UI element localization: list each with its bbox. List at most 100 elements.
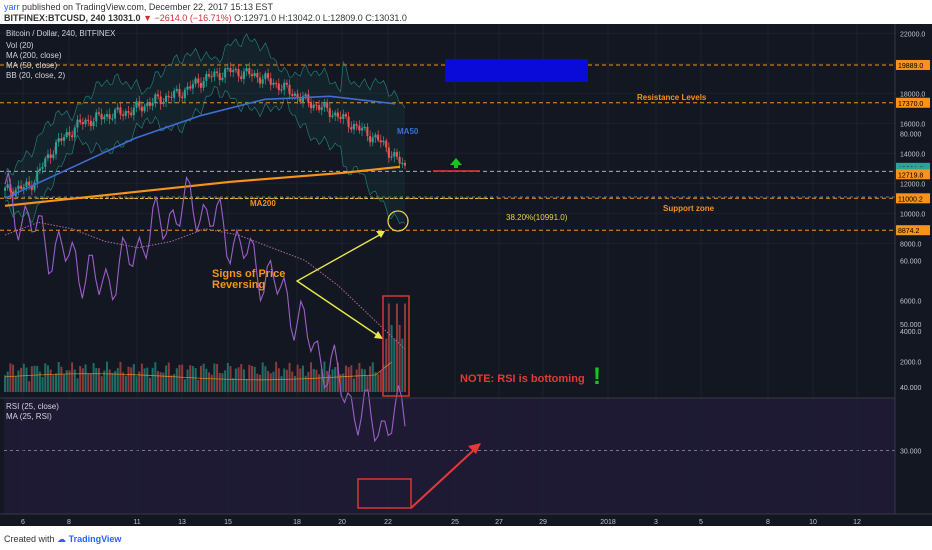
indicator-ma200: MA (200, close): [6, 51, 62, 60]
candle-body: [202, 80, 205, 88]
time-tick-label: 25: [451, 519, 459, 526]
volume-bar: [323, 361, 326, 392]
candle-body: [68, 131, 71, 136]
ma200-label: MA200: [250, 199, 276, 208]
volume-bar: [12, 364, 15, 392]
candle-body: [374, 134, 377, 138]
candle-body: [256, 72, 259, 78]
candle-body: [162, 102, 165, 105]
candle-body: [366, 126, 369, 136]
time-tick-label: 12: [853, 519, 861, 526]
volume-bar: [210, 374, 213, 392]
volume-bar: [49, 369, 52, 392]
candle-body: [76, 119, 79, 128]
volume-bar: [404, 303, 406, 392]
volume-bar: [14, 376, 17, 392]
volume-bar: [363, 369, 366, 392]
volume-bar: [312, 368, 315, 392]
volume-bar: [366, 376, 369, 392]
volume-bar: [326, 371, 329, 392]
candle-body: [355, 124, 358, 126]
candle-body: [401, 162, 404, 164]
volume-bar: [146, 367, 149, 392]
candle-body: [323, 102, 326, 108]
candle-body: [221, 77, 224, 81]
footer: Created with ☁ TradingView: [4, 534, 121, 545]
volume-bar: [318, 374, 321, 392]
candle-body: [154, 94, 157, 103]
open-value: O:12971.0: [234, 13, 277, 23]
ma200-line: [4, 165, 401, 207]
candle-body: [369, 135, 372, 143]
created-with-text: Created with: [4, 534, 55, 544]
volume-bar: [6, 371, 9, 392]
volume-bar: [347, 367, 350, 392]
volume-bar: [79, 366, 82, 392]
time-tick-label: 5: [699, 519, 703, 526]
volume-bar: [229, 365, 232, 392]
volume-bar: [89, 374, 92, 392]
volume-bar: [285, 369, 288, 392]
candle-body: [36, 170, 39, 183]
candle-body: [301, 96, 304, 103]
time-tick-label: 10: [809, 519, 817, 526]
volume-bar: [202, 363, 205, 392]
volume-bar: [199, 365, 202, 392]
candle-body: [261, 79, 264, 84]
publish-text: published on TradingView.com, December 2…: [22, 2, 274, 12]
candle-body: [390, 156, 393, 158]
candle-body: [352, 124, 355, 130]
candle-body: [63, 137, 66, 141]
candle-body: [151, 102, 154, 106]
volume-bar: [63, 374, 66, 392]
volume-bar: [135, 376, 138, 392]
trading-chart[interactable]: 8000.0 10000.0 12000.0 14000.0 16000.0 18000.…: [0, 24, 932, 526]
candle-body: [264, 73, 267, 80]
chart-title: Bitcoin / Dollar, 240, BITFINEX: [6, 29, 116, 38]
time-tick-label: 29: [539, 519, 547, 526]
exclamation-mark: !: [593, 363, 601, 390]
volume-bar: [44, 363, 47, 392]
volume-bar: [106, 361, 109, 392]
volume-bar: [369, 366, 372, 392]
volume-bar: [361, 368, 364, 392]
price-tick-label: 14000.0: [900, 151, 925, 158]
time-tick-label: 13: [178, 519, 186, 526]
author-link[interactable]: yarr: [4, 2, 20, 12]
candle-body: [114, 109, 117, 119]
candle-body: [103, 116, 106, 120]
candle-body: [226, 68, 229, 70]
support-tag: 8874.2: [898, 228, 920, 235]
volume-bar: [189, 365, 192, 392]
volume-bar: [33, 365, 36, 392]
resistance-tag-bg: [896, 97, 930, 108]
volume-bar: [277, 368, 280, 392]
volume-bar: [97, 368, 100, 392]
tradingview-brand[interactable]: TradingView: [68, 534, 122, 544]
volume-bar: [310, 362, 313, 392]
symbol-label: BITFINEX:BTCUSD, 240: [4, 13, 106, 23]
candle-body: [275, 82, 278, 84]
candle-body: [28, 181, 31, 186]
bb-upper: [4, 33, 406, 176]
volume-bar: [114, 371, 117, 392]
volume-bar: [358, 363, 361, 392]
candle-body: [291, 94, 294, 96]
candle-body: [79, 119, 82, 123]
rsi-tick-label: 30.000: [900, 449, 922, 456]
candle-body: [52, 154, 55, 159]
volume-bar: [130, 367, 133, 392]
candle-body: [49, 154, 52, 159]
up-arrow-icon: [450, 158, 462, 168]
volume-bar: [377, 374, 380, 392]
candle-body: [361, 128, 364, 131]
candle-body: [224, 68, 227, 78]
volume-bar: [167, 362, 170, 392]
candle-body: [146, 103, 149, 107]
volume-bar: [84, 364, 87, 392]
candle-body: [41, 166, 44, 169]
candle-body: [181, 96, 184, 99]
signs-arrow-lines: [295, 232, 384, 338]
candle-body: [393, 151, 396, 157]
candle-body: [387, 147, 390, 158]
